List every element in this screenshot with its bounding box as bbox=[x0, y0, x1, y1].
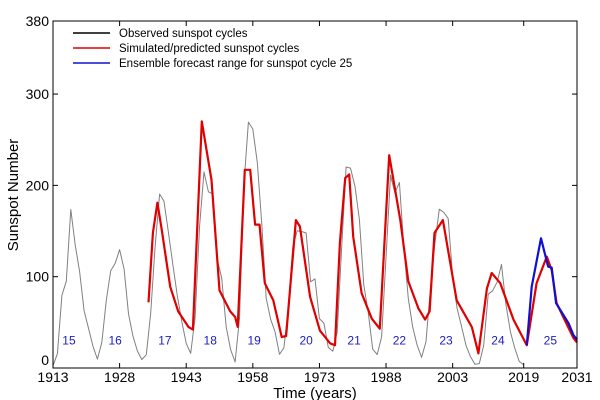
y-tick-label: 200 bbox=[26, 177, 50, 193]
x-tick-label: 1973 bbox=[304, 369, 335, 385]
y-axis-label: Sunspot Number bbox=[5, 139, 22, 252]
legend: Observed sunspot cycles Simulated/predict… bbox=[73, 28, 352, 70]
cycle-label: 20 bbox=[299, 334, 313, 348]
x-tick-label: 1928 bbox=[104, 369, 135, 385]
series-layer bbox=[52, 120, 578, 366]
cycle-label: 17 bbox=[158, 334, 172, 348]
y-tick-label: 380 bbox=[26, 13, 50, 29]
x-tick-label: 1988 bbox=[370, 369, 401, 385]
legend-entry-1: Observed sunspot cycles bbox=[119, 28, 248, 40]
cycle-label: 19 bbox=[247, 334, 261, 348]
cycle-label: 22 bbox=[393, 334, 407, 348]
y-tick-label: 0 bbox=[41, 352, 49, 368]
cycle-label: 15 bbox=[62, 334, 76, 348]
plot-frame bbox=[52, 20, 578, 369]
cycle-label: 16 bbox=[108, 334, 122, 348]
x-tick-label: 2031 bbox=[561, 369, 592, 385]
series-line-1 bbox=[52, 121, 524, 366]
y-tick-label: 300 bbox=[26, 86, 50, 102]
axis-ticks: 1913 1928 1943 1958 1973 1988 2003 2019 20310100… bbox=[26, 13, 593, 385]
series-line-2 bbox=[147, 120, 578, 355]
x-tick-label: 1913 bbox=[37, 369, 68, 385]
x-axis-label: Time (years) bbox=[273, 385, 357, 400]
cycle-label: 25 bbox=[544, 334, 558, 348]
cycle-label: 21 bbox=[347, 334, 361, 348]
cycle-labels: 15 16 17 18 19 20 21 22 23 24 25 bbox=[62, 334, 557, 348]
cycle-label: 23 bbox=[439, 334, 453, 348]
x-tick-label: 2019 bbox=[508, 369, 539, 385]
x-tick-label: 2003 bbox=[437, 369, 468, 385]
series-line-3 bbox=[525, 237, 578, 346]
x-tick-label: 1943 bbox=[171, 369, 202, 385]
legend-entry-2: Simulated/predicted sunspot cycles bbox=[119, 43, 300, 55]
cycle-label: 18 bbox=[204, 334, 218, 348]
cycle-label: 24 bbox=[491, 334, 505, 348]
legend-entry-3: Ensemble forecast range for sunspot cycl… bbox=[119, 58, 352, 70]
y-tick-label: 100 bbox=[26, 269, 50, 285]
x-tick-label: 1958 bbox=[237, 369, 268, 385]
